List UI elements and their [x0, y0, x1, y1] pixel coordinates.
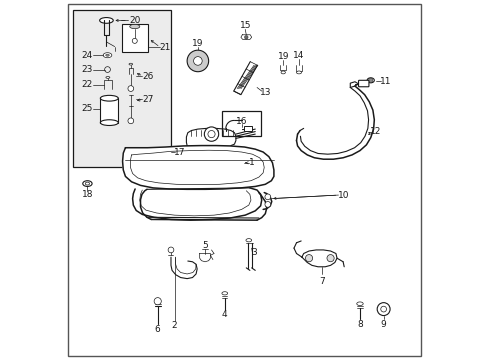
Text: 18: 18	[81, 190, 93, 199]
Text: 9: 9	[380, 320, 386, 329]
FancyBboxPatch shape	[122, 24, 147, 51]
Ellipse shape	[85, 182, 89, 185]
Text: 21: 21	[159, 43, 170, 52]
Text: 15: 15	[239, 21, 250, 30]
Text: 16: 16	[235, 117, 247, 126]
Circle shape	[193, 57, 202, 65]
Text: 11: 11	[380, 77, 391, 86]
Circle shape	[207, 131, 215, 138]
Ellipse shape	[105, 54, 109, 56]
Polygon shape	[280, 64, 285, 70]
Circle shape	[168, 247, 174, 253]
Circle shape	[264, 194, 270, 200]
Polygon shape	[241, 35, 251, 40]
Polygon shape	[263, 193, 271, 210]
Polygon shape	[186, 129, 235, 145]
Ellipse shape	[356, 302, 363, 306]
Circle shape	[204, 127, 218, 141]
Circle shape	[128, 86, 133, 91]
Ellipse shape	[82, 181, 92, 186]
Text: 27: 27	[142, 95, 154, 104]
Ellipse shape	[366, 78, 373, 83]
Ellipse shape	[100, 120, 118, 126]
Circle shape	[187, 50, 208, 72]
Text: 6: 6	[155, 325, 160, 334]
Text: 17: 17	[173, 148, 184, 157]
Circle shape	[326, 255, 333, 262]
Circle shape	[244, 36, 247, 39]
Circle shape	[154, 298, 161, 305]
Ellipse shape	[129, 24, 140, 29]
Ellipse shape	[222, 292, 227, 295]
FancyBboxPatch shape	[222, 111, 261, 135]
FancyBboxPatch shape	[244, 126, 252, 131]
Ellipse shape	[103, 53, 112, 58]
Text: 22: 22	[81, 81, 93, 90]
Ellipse shape	[100, 95, 118, 101]
FancyBboxPatch shape	[358, 80, 368, 87]
Circle shape	[264, 202, 270, 207]
Text: 3: 3	[251, 248, 257, 257]
Ellipse shape	[100, 18, 113, 23]
Text: 13: 13	[259, 87, 270, 96]
Text: 5: 5	[202, 241, 207, 250]
Polygon shape	[199, 253, 210, 262]
Text: 14: 14	[293, 51, 304, 60]
Text: 10: 10	[338, 190, 349, 199]
Polygon shape	[296, 65, 301, 71]
Polygon shape	[233, 62, 257, 95]
Text: 7: 7	[319, 276, 324, 285]
Ellipse shape	[281, 71, 285, 74]
Circle shape	[376, 303, 389, 316]
Circle shape	[368, 78, 372, 82]
Text: 8: 8	[356, 320, 362, 329]
Text: 12: 12	[369, 127, 381, 136]
Text: 23: 23	[81, 65, 93, 74]
Text: 19: 19	[192, 39, 203, 48]
FancyBboxPatch shape	[73, 10, 171, 167]
Ellipse shape	[245, 239, 251, 242]
Circle shape	[305, 255, 312, 262]
Polygon shape	[132, 188, 261, 220]
Text: 2: 2	[171, 321, 177, 330]
Polygon shape	[349, 82, 358, 87]
Text: 19: 19	[277, 52, 288, 61]
Polygon shape	[122, 145, 273, 189]
Text: 26: 26	[142, 72, 154, 81]
Circle shape	[128, 118, 133, 124]
Circle shape	[132, 39, 137, 43]
Polygon shape	[301, 250, 336, 267]
Text: 4: 4	[222, 310, 227, 319]
Polygon shape	[100, 98, 118, 123]
Text: 25: 25	[81, 104, 93, 113]
Ellipse shape	[106, 77, 110, 78]
Circle shape	[380, 306, 386, 312]
Text: 20: 20	[129, 16, 141, 25]
Ellipse shape	[296, 71, 301, 74]
Text: 24: 24	[81, 51, 93, 60]
Ellipse shape	[129, 63, 132, 65]
Text: 1: 1	[248, 158, 254, 167]
